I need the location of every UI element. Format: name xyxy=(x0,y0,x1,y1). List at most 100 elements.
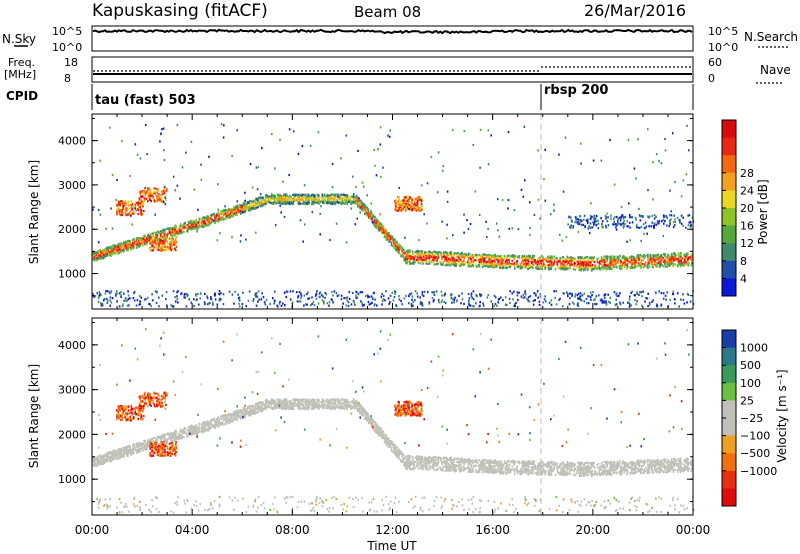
power-cell xyxy=(467,259,470,262)
power-cell xyxy=(307,194,310,197)
power-cell xyxy=(213,221,216,224)
power-cell xyxy=(365,208,368,211)
power-cell xyxy=(529,226,531,230)
power-cell xyxy=(630,263,633,266)
power-cell xyxy=(531,266,533,269)
power-cell xyxy=(571,257,574,260)
power-cell xyxy=(485,220,487,223)
power-cell xyxy=(408,201,410,204)
power-cell xyxy=(615,260,618,263)
power-cell xyxy=(454,296,456,299)
power-cell xyxy=(257,198,259,201)
power-cell xyxy=(201,218,203,221)
power-cell xyxy=(578,258,580,261)
power-cell xyxy=(462,256,464,259)
power-cell xyxy=(132,247,134,250)
power-cell xyxy=(521,259,524,262)
power-cell xyxy=(559,257,561,260)
power-cell xyxy=(122,202,125,205)
power-cell xyxy=(304,201,307,205)
power-cell xyxy=(582,261,584,264)
power-cell xyxy=(431,251,433,254)
power-cell xyxy=(408,204,411,207)
power-cell xyxy=(444,293,446,296)
power-cell xyxy=(408,295,410,298)
power-cell xyxy=(149,236,151,239)
power-cell xyxy=(194,226,196,229)
power-cell xyxy=(121,249,124,252)
power-cell xyxy=(95,251,98,254)
power-cell xyxy=(343,202,345,205)
power-cell xyxy=(137,203,140,206)
power-cell xyxy=(463,256,466,259)
power-cell xyxy=(420,184,423,187)
power-cell xyxy=(658,265,660,268)
power-cell xyxy=(271,133,273,136)
power-cell xyxy=(503,257,506,260)
power-cell xyxy=(272,194,274,197)
power-cell xyxy=(371,214,373,217)
power-cell xyxy=(490,134,492,137)
power-cell xyxy=(246,207,249,210)
power-cell xyxy=(566,255,569,258)
power-cell xyxy=(636,265,639,268)
power-cell xyxy=(595,220,598,223)
power-cell xyxy=(366,206,369,210)
power-cell xyxy=(163,239,166,242)
power-cell xyxy=(406,262,408,265)
power-cell xyxy=(130,200,133,203)
power-cell xyxy=(218,290,221,293)
power-cell xyxy=(305,196,307,199)
power-cell xyxy=(494,296,497,299)
power-cell xyxy=(442,165,445,168)
power-cell xyxy=(482,263,485,266)
power-cell xyxy=(115,292,117,295)
power-cell xyxy=(301,144,304,148)
power-cell xyxy=(579,261,582,264)
power-cell xyxy=(236,208,239,211)
power-cell xyxy=(574,258,577,261)
power-cell xyxy=(486,260,488,264)
power-cell xyxy=(158,189,160,192)
power-cell xyxy=(470,257,472,261)
power-cell xyxy=(601,264,604,268)
power-cell xyxy=(155,235,158,238)
power-cell xyxy=(279,138,281,141)
power-cell xyxy=(236,213,238,217)
power-cell xyxy=(247,205,250,208)
power-cell xyxy=(452,298,454,301)
power-cell xyxy=(475,265,478,268)
power-cell xyxy=(520,188,523,191)
power-cell xyxy=(450,261,453,264)
power-cell xyxy=(239,240,242,243)
power-cell xyxy=(634,265,637,268)
power-cell xyxy=(161,191,163,194)
power-cell xyxy=(628,261,630,264)
power-cell xyxy=(414,290,417,293)
power-cell xyxy=(350,303,353,306)
power-cell xyxy=(96,259,98,262)
power-cell xyxy=(111,173,114,177)
power-cell xyxy=(689,257,692,260)
power-cell xyxy=(155,192,158,195)
power-cell xyxy=(622,255,625,258)
power-cell xyxy=(118,211,121,214)
power-cell xyxy=(582,265,585,268)
power-cell xyxy=(237,206,240,209)
power-cell xyxy=(550,255,552,258)
power-cell xyxy=(356,202,358,205)
nsearch-tick-bottom: 10^0 xyxy=(708,41,738,54)
power-cell xyxy=(156,290,158,293)
power-cell xyxy=(109,296,112,299)
power-cell xyxy=(404,255,407,258)
power-cell xyxy=(285,203,287,206)
power-cell xyxy=(142,238,145,241)
power-cell xyxy=(298,199,300,202)
power-cell xyxy=(418,253,420,256)
power-cell xyxy=(574,268,577,271)
power-cell xyxy=(408,302,410,305)
power-cell xyxy=(158,196,161,199)
power-cell xyxy=(442,262,444,265)
power-cell xyxy=(177,301,179,304)
power-cell xyxy=(432,258,434,261)
